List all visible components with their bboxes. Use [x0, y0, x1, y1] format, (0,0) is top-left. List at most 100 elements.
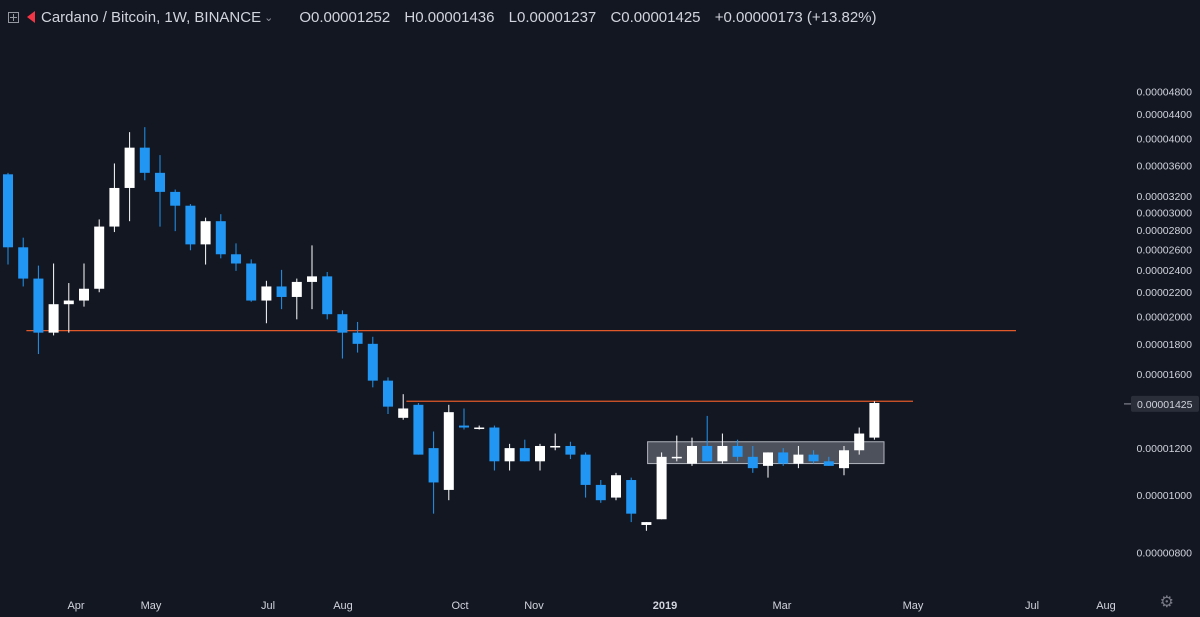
candle-body: [823, 461, 834, 466]
candle-body: [443, 412, 454, 490]
candle: [307, 245, 317, 310]
time-axis[interactable]: Apr May Jul Aug Oct Nov 2019 Mar May Jul Aug: [67, 600, 1115, 612]
candle-body: [611, 475, 621, 498]
time-tick-label: Jul: [1025, 600, 1039, 612]
time-tick-label: Nov: [524, 600, 544, 612]
candle: [215, 214, 226, 259]
candle-body: [33, 278, 44, 333]
candle-body: [291, 281, 302, 297]
price-tick-label: 0.00004800: [1137, 87, 1193, 99]
price-axis[interactable]: 0.00004800 0.00004400 0.00004000 0.00003600…: [1124, 87, 1199, 560]
candle: [626, 477, 637, 523]
chevron-down-icon[interactable]: ⌄: [264, 11, 274, 24]
candle-body: [63, 300, 74, 305]
candle-body: [687, 445, 697, 464]
candle: [656, 452, 667, 520]
candle: [580, 452, 591, 498]
candle-body: [109, 187, 120, 227]
price-tick-label: 0.00004400: [1137, 109, 1193, 121]
last-price-label: 0.00001425: [1137, 399, 1193, 411]
candle-body: [595, 484, 606, 501]
gear-icon[interactable]: ⚙: [1159, 594, 1174, 611]
candle-body: [383, 380, 393, 407]
candle: [808, 450, 819, 464]
candle-body: [352, 332, 363, 344]
candle-body: [139, 147, 150, 173]
candle: [778, 448, 789, 466]
close-value: C0.00001425: [610, 8, 701, 26]
candle-body: [580, 454, 591, 485]
candle: [869, 401, 880, 440]
candle: [367, 336, 378, 388]
candle: [322, 272, 333, 320]
candle-body: [307, 276, 317, 282]
candle-body: [504, 448, 515, 462]
price-tick-label: 0.00002800: [1137, 225, 1193, 237]
price-tick-label: 0.00002200: [1137, 287, 1193, 299]
candle-body: [200, 221, 211, 245]
horizontal-levels[interactable]: [26, 330, 1016, 402]
candle: [535, 443, 545, 471]
candle: [170, 189, 181, 232]
legend-header: Cardano / Bitcoin, 1W, BINANCE ⌄ O0.0000…: [8, 6, 887, 28]
candle-body: [854, 433, 865, 451]
time-tick-label: Mar: [773, 600, 792, 612]
candle: [550, 433, 561, 451]
candle: [595, 480, 606, 503]
candle-body: [474, 427, 485, 430]
candle-body: [550, 445, 561, 448]
candle: [747, 445, 758, 473]
candle-body: [535, 445, 545, 462]
candle: [18, 237, 29, 287]
candle: [398, 394, 409, 420]
candle: [261, 280, 272, 324]
candle: [717, 433, 728, 464]
candle: [337, 310, 348, 359]
candle-body: [565, 445, 576, 455]
candle: [124, 132, 135, 222]
candle: [504, 443, 515, 471]
candle: [687, 437, 697, 466]
candle: [489, 425, 500, 471]
symbol-title[interactable]: Cardano / Bitcoin, 1W, BINANCE: [41, 8, 262, 26]
candle-body: [702, 445, 713, 462]
candle: [565, 441, 576, 460]
candle: [702, 415, 713, 462]
candle: [383, 377, 393, 415]
candle-body: [337, 314, 348, 333]
candle: [63, 283, 74, 333]
candles: [3, 127, 880, 531]
candle: [3, 172, 13, 265]
candle: [459, 408, 469, 430]
candle: [671, 435, 682, 462]
candle-body: [413, 404, 424, 455]
candle-body: [261, 286, 272, 301]
time-tick-label: Jul: [261, 600, 275, 612]
candle-body: [215, 221, 226, 255]
candle: [763, 452, 773, 478]
candle: [231, 243, 241, 271]
candle-body: [763, 452, 773, 466]
candle-body: [778, 452, 789, 464]
price-tick-label: 0.00002400: [1137, 265, 1193, 277]
candle-body: [246, 263, 257, 301]
time-tick-label: Aug: [1096, 600, 1116, 612]
candle-body: [79, 288, 89, 301]
plus-square-icon[interactable]: [8, 11, 19, 23]
candle-body: [124, 147, 135, 188]
time-tick-label: Apr: [67, 600, 84, 612]
candle-body: [231, 254, 241, 264]
price-tick-label: 0.00001200: [1137, 443, 1193, 455]
candle-body: [170, 191, 181, 206]
candle: [413, 403, 424, 455]
candle-body: [732, 445, 743, 457]
candle-body: [155, 172, 165, 192]
price-tick-label: 0.00003600: [1137, 161, 1193, 173]
last-price-tag: [1131, 395, 1199, 412]
binance-flag-icon: [27, 11, 35, 23]
candle-body: [398, 408, 409, 418]
ohlc-values: O0.00001252 H0.00001436 L0.00001237 C0.0…: [299, 9, 886, 26]
price-tick-label: 0.00001600: [1137, 369, 1193, 381]
candle: [611, 472, 621, 501]
